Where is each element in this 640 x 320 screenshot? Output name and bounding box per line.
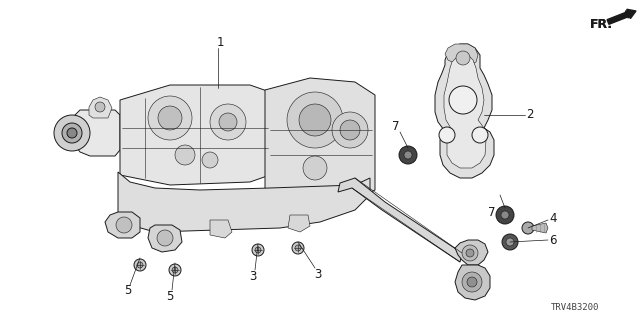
Circle shape — [501, 211, 509, 219]
Polygon shape — [455, 265, 490, 300]
Circle shape — [462, 245, 478, 261]
Circle shape — [449, 86, 477, 114]
Circle shape — [303, 156, 327, 180]
Circle shape — [299, 104, 331, 136]
Circle shape — [175, 145, 195, 165]
Circle shape — [157, 230, 173, 246]
FancyArrow shape — [607, 9, 636, 24]
Circle shape — [158, 106, 182, 130]
Text: 7: 7 — [488, 205, 496, 219]
Polygon shape — [338, 178, 462, 262]
Polygon shape — [118, 172, 370, 232]
Polygon shape — [105, 212, 140, 238]
Circle shape — [169, 264, 181, 276]
Text: FR.: FR. — [590, 19, 613, 31]
Circle shape — [137, 262, 143, 268]
Polygon shape — [89, 97, 112, 118]
Circle shape — [116, 217, 132, 233]
Circle shape — [210, 104, 246, 140]
Text: FR.: FR. — [590, 19, 613, 31]
Circle shape — [287, 92, 343, 148]
Circle shape — [399, 146, 417, 164]
Text: 3: 3 — [250, 269, 257, 283]
Circle shape — [332, 112, 368, 148]
Text: 2: 2 — [526, 108, 534, 122]
Circle shape — [496, 206, 514, 224]
Text: TRV4B3200: TRV4B3200 — [551, 303, 599, 313]
Circle shape — [472, 127, 488, 143]
Circle shape — [467, 277, 477, 287]
Polygon shape — [288, 215, 310, 232]
Polygon shape — [148, 225, 182, 252]
Text: 3: 3 — [314, 268, 322, 281]
Polygon shape — [455, 240, 488, 265]
Polygon shape — [435, 44, 494, 178]
Circle shape — [522, 222, 534, 234]
Circle shape — [95, 102, 105, 112]
Polygon shape — [532, 223, 548, 233]
Polygon shape — [73, 110, 120, 156]
Polygon shape — [265, 78, 375, 202]
Circle shape — [340, 120, 360, 140]
Circle shape — [456, 51, 470, 65]
Circle shape — [54, 115, 90, 151]
Circle shape — [439, 127, 455, 143]
Circle shape — [502, 234, 518, 250]
Circle shape — [292, 242, 304, 254]
Polygon shape — [445, 44, 478, 66]
Circle shape — [255, 247, 261, 253]
Circle shape — [67, 128, 77, 138]
Circle shape — [219, 113, 237, 131]
Circle shape — [62, 123, 82, 143]
Circle shape — [462, 272, 482, 292]
Text: 7: 7 — [392, 119, 400, 132]
Text: 4: 4 — [549, 212, 557, 225]
Text: 6: 6 — [549, 234, 557, 246]
Circle shape — [148, 96, 192, 140]
Circle shape — [172, 267, 178, 273]
Text: 5: 5 — [166, 290, 173, 302]
Circle shape — [466, 249, 474, 257]
Text: 5: 5 — [124, 284, 132, 298]
Circle shape — [506, 238, 514, 246]
Polygon shape — [120, 85, 270, 185]
Circle shape — [134, 259, 146, 271]
Circle shape — [202, 152, 218, 168]
Polygon shape — [210, 220, 232, 238]
Circle shape — [295, 245, 301, 251]
Circle shape — [404, 151, 412, 159]
Circle shape — [252, 244, 264, 256]
Text: 1: 1 — [216, 36, 224, 50]
Polygon shape — [444, 56, 486, 168]
